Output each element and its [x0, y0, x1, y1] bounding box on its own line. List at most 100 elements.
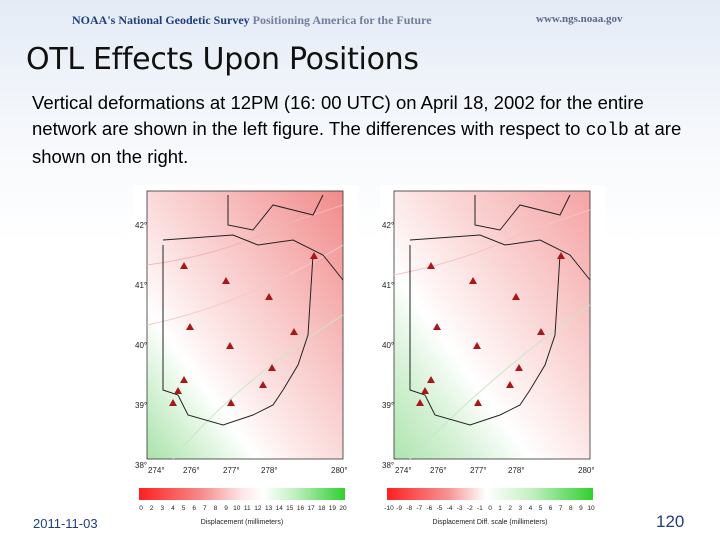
scale-tick-label: 18 [318, 505, 326, 512]
scale-tick-label: -8 [406, 505, 412, 512]
station-marker [427, 262, 435, 269]
scale-tick-label: 3 [518, 505, 522, 512]
scale-tick-label: 7 [203, 505, 207, 512]
header-bar: NOAA's National Geodetic Survey Position… [0, 0, 720, 40]
station-marker [259, 381, 267, 388]
station-marker [186, 323, 194, 330]
lon-label: 276° [430, 466, 447, 475]
lat-label: 39° [135, 401, 147, 410]
state-border [409, 245, 501, 426]
scale-tick-label: 2 [150, 505, 154, 512]
lon-label: 280° [578, 466, 595, 475]
river-border [252, 254, 314, 416]
scale-tick-label: 6 [192, 505, 196, 512]
scale-caption: Displacement (millimeters) [201, 519, 283, 526]
lon-label: 280° [331, 466, 348, 475]
lon-label: 278° [508, 466, 525, 475]
slide-body-text: Vertical deformations at 12PM (16: 00 UT… [32, 90, 692, 170]
scale-tick-label: -2 [467, 505, 473, 512]
scale-tick-label: 0 [139, 505, 143, 512]
station-marker [169, 399, 177, 406]
station-marker [515, 364, 523, 371]
lat-label: 41° [382, 281, 394, 290]
scale-tick-label: 4 [529, 505, 533, 512]
station-marker [427, 376, 435, 383]
station-markers [169, 252, 318, 406]
station-marker [268, 364, 276, 371]
scale-tick-label: 3 [160, 505, 164, 512]
state-border [162, 245, 254, 426]
lon-label: 274° [395, 466, 412, 475]
body-text-code: colb [585, 121, 629, 141]
station-markers [416, 252, 565, 406]
station-marker [474, 399, 482, 406]
vertical-deformation-map: 42° 41° 40° 39° 38° 274° 276° 277° 278° … [133, 185, 358, 475]
station-marker [469, 277, 477, 284]
header-branding: NOAA's National Geodetic Survey Position… [72, 13, 432, 28]
station-marker [180, 376, 188, 383]
lon-label: 276° [183, 466, 200, 475]
station-marker [222, 277, 230, 284]
station-marker [512, 293, 520, 300]
scale-tick-label: 14 [276, 505, 284, 512]
scale-tick-label: 19 [329, 505, 337, 512]
lon-label: 277° [223, 466, 240, 475]
lat-label: 42° [135, 221, 147, 230]
station-marker [227, 399, 235, 406]
ngs-label: National Geodetic Survey [118, 13, 250, 27]
scale-tick-label: 17 [307, 505, 315, 512]
station-marker [537, 328, 545, 335]
scale-tick-label: 5 [182, 505, 186, 512]
state-border [227, 194, 324, 231]
difference-color-scale: -10 -9 -8 -7 -6 -5 -4 -3 -2 -1 0 1 2 3 4 5 6 7 8 9 10 Displa… [384, 488, 595, 526]
map-frame [393, 190, 591, 460]
lat-label: 42° [382, 221, 394, 230]
scale-tick-label: 0 [488, 505, 492, 512]
station-marker [421, 387, 429, 394]
scale-caption: Displacement Diff. scale (millimeters) [432, 519, 547, 526]
scale-tick-label: 12 [254, 505, 262, 512]
station-marker [506, 381, 514, 388]
lon-label: 278° [261, 466, 278, 475]
scale-tick-label: 1 [498, 505, 502, 512]
scale-tick-label: -1 [477, 505, 483, 512]
scale-tick-label: 8 [569, 505, 573, 512]
scale-tick-label: -6 [427, 505, 433, 512]
scale-tick-label: -7 [416, 505, 422, 512]
station-marker [433, 323, 441, 330]
scale-tick-label: 16 [297, 505, 305, 512]
footer-date: 2011-11-03 [33, 516, 98, 531]
body-text-part1: Vertical deformations at 12PM (16: 00 UT… [32, 92, 644, 139]
scale-tick-label: 11 [244, 505, 251, 512]
scale-tick-label: 10 [587, 505, 595, 512]
color-ramp [139, 488, 345, 500]
station-marker [226, 342, 234, 349]
scale-tick-label: -3 [457, 505, 463, 512]
map-frame [146, 190, 344, 460]
scale-tick-label: 20 [339, 505, 347, 512]
scale-tick-label: 6 [549, 505, 553, 512]
slide-title: OTL Effects Upon Positions [26, 42, 419, 77]
station-marker [557, 252, 565, 259]
scale-tick-label: 10 [233, 505, 241, 512]
lat-label: 40° [135, 341, 147, 350]
scale-tick-label: 15 [286, 505, 294, 512]
displacement-color-scale: 0 2 3 4 5 6 7 8 9 10 11 12 13 14 15 16 17 18 19 20 Displace… [139, 488, 347, 526]
header-url[interactable]: www.ngs.noaa.gov [536, 13, 623, 25]
state-border [162, 234, 344, 281]
lat-label: 40° [382, 341, 394, 350]
lat-label: 38° [382, 461, 394, 470]
station-marker [416, 399, 424, 406]
station-marker [265, 293, 273, 300]
lat-label: 41° [135, 281, 147, 290]
state-border [409, 234, 591, 281]
station-marker [290, 328, 298, 335]
scale-tick-label: 9 [579, 505, 583, 512]
lat-label: 39° [382, 401, 394, 410]
scale-tick-label: 5 [539, 505, 543, 512]
tagline: Positioning America for the Future [252, 13, 432, 27]
scale-tick-label: 4 [171, 505, 175, 512]
scale-tick-label: 8 [214, 505, 218, 512]
state-border [474, 194, 571, 231]
station-marker [180, 262, 188, 269]
